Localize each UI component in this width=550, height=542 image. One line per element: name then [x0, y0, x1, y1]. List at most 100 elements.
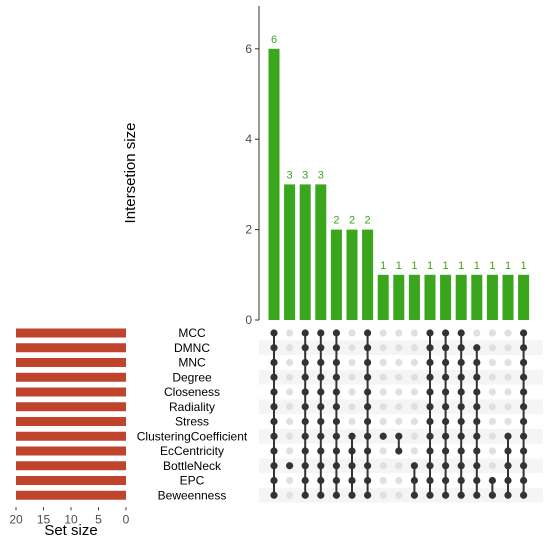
matrix-dot-filled — [457, 417, 465, 426]
matrix-dot-filled — [301, 447, 309, 455]
matrix-dot-filled — [442, 329, 450, 337]
matrix-dot-filled — [426, 447, 434, 455]
intersection-bar — [440, 274, 452, 320]
set-label: Stress — [175, 415, 209, 429]
matrix-dot-empty — [379, 462, 387, 470]
matrix-dot-filled — [473, 403, 481, 411]
matrix-dot-empty — [286, 476, 294, 485]
matrix-dot-empty — [504, 344, 512, 352]
matrix-dot-filled — [364, 388, 372, 396]
intersection-bar — [346, 229, 358, 320]
intersection-bar-label: 2 — [333, 215, 339, 227]
matrix-dot-filled — [520, 344, 528, 352]
matrix-dot-filled — [457, 373, 465, 381]
intersection-bar-label: 2 — [365, 215, 371, 227]
matrix-dot-filled — [364, 329, 372, 337]
matrix-dot-filled — [473, 491, 481, 499]
matrix-dot-filled — [504, 476, 512, 485]
matrix-dot-filled — [332, 476, 340, 485]
intersection-bar — [471, 274, 483, 320]
intersection-bar-label: 1 — [474, 260, 480, 272]
intersection-bar — [315, 184, 327, 320]
matrix-dot-filled — [364, 476, 372, 485]
matrix-dot-filled — [348, 462, 356, 470]
set-size-bar — [16, 328, 126, 338]
matrix-dot-filled — [442, 476, 450, 485]
matrix-dot-filled — [442, 344, 450, 352]
matrix-dot-filled — [364, 344, 372, 352]
matrix-dot-empty — [488, 358, 496, 367]
matrix-dot-filled — [426, 403, 434, 411]
intersection-bar — [424, 274, 436, 320]
matrix-dot-filled — [348, 491, 356, 499]
matrix-dot-filled — [317, 491, 325, 499]
matrix-dot-filled — [301, 329, 309, 337]
matrix-dot-filled — [473, 344, 481, 352]
matrix-dot-filled — [520, 447, 528, 455]
intersection-bar — [502, 274, 514, 320]
matrix-dot-empty — [488, 462, 496, 470]
matrix-dot-filled — [520, 462, 528, 470]
matrix-dot-empty — [504, 358, 512, 367]
x-axis-title: Set size — [44, 522, 97, 539]
matrix-dot-filled — [364, 373, 372, 381]
matrix-dot-filled — [317, 476, 325, 485]
set-label: BottleNeck — [163, 459, 222, 473]
matrix-dot-filled — [410, 491, 418, 499]
matrix-dot-filled — [332, 491, 340, 499]
matrix-dot-empty — [395, 403, 403, 411]
intersection-bar-label: 1 — [458, 260, 464, 272]
matrix-dot-filled — [270, 373, 278, 381]
matrix-dot-empty — [348, 388, 356, 396]
matrix-dot-empty — [504, 329, 512, 337]
matrix-dot-filled — [442, 358, 450, 367]
matrix-dot-empty — [379, 358, 387, 367]
matrix-dot-filled — [332, 462, 340, 470]
matrix-dot-filled — [332, 358, 340, 367]
matrix-dot-filled — [488, 491, 496, 499]
set-label: MNC — [178, 356, 206, 370]
matrix-dot-empty — [504, 417, 512, 426]
matrix-dot-filled — [317, 432, 325, 440]
matrix-dot-filled — [301, 403, 309, 411]
matrix-dot-filled — [504, 491, 512, 499]
matrix-dot-filled — [473, 373, 481, 381]
matrix-dot-empty — [488, 447, 496, 455]
matrix-dot-empty — [286, 403, 294, 411]
matrix-dot-empty — [488, 388, 496, 396]
set-label: Radiality — [169, 400, 215, 414]
matrix-dot-filled — [348, 432, 356, 440]
matrix-dot-filled — [270, 403, 278, 411]
matrix-dot-empty — [395, 476, 403, 485]
matrix-dot-empty — [379, 403, 387, 411]
set-size-bar — [16, 372, 126, 382]
matrix-dot-filled — [332, 344, 340, 352]
matrix-dot-filled — [457, 447, 465, 455]
matrix-dot-filled — [442, 432, 450, 440]
matrix-dot-empty — [410, 388, 418, 396]
matrix-dot-filled — [332, 447, 340, 455]
matrix-dot-filled — [317, 447, 325, 455]
set-size-bar — [16, 358, 126, 367]
matrix-dot-filled — [348, 476, 356, 485]
matrix-dot-filled — [473, 447, 481, 455]
matrix-dot-filled — [520, 373, 528, 381]
matrix-dot-filled — [473, 476, 481, 485]
set-size-axis: 20 15 10 5 0 — [9, 507, 130, 526]
matrix-dot-filled — [317, 403, 325, 411]
matrix-dot-filled — [520, 476, 528, 485]
matrix-dot-empty — [410, 344, 418, 352]
matrix-dot-filled — [301, 344, 309, 352]
matrix-dot-empty — [410, 447, 418, 455]
set-label: DMNC — [174, 341, 210, 355]
set-size-bar — [16, 402, 126, 412]
matrix-dot-filled — [364, 417, 372, 426]
matrix-dot-empty — [395, 358, 403, 367]
matrix-dot-filled — [457, 491, 465, 499]
matrix-dot-empty — [286, 447, 294, 455]
matrix-dot-filled — [520, 432, 528, 440]
matrix-dot-filled — [504, 462, 512, 470]
set-size-bar — [16, 446, 126, 456]
matrix-dot-empty — [286, 432, 294, 440]
matrix-dot-filled — [301, 476, 309, 485]
